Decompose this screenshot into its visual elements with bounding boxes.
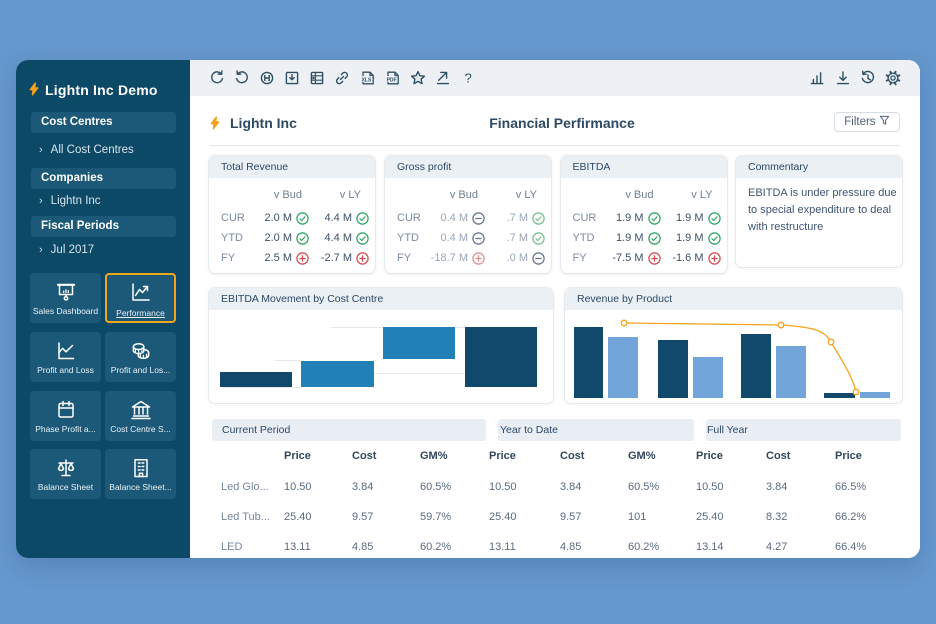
svg-text:PDF: PDF [387, 77, 397, 83]
svg-text:?: ? [465, 71, 472, 86]
svg-text:XLS: XLS [362, 77, 372, 83]
